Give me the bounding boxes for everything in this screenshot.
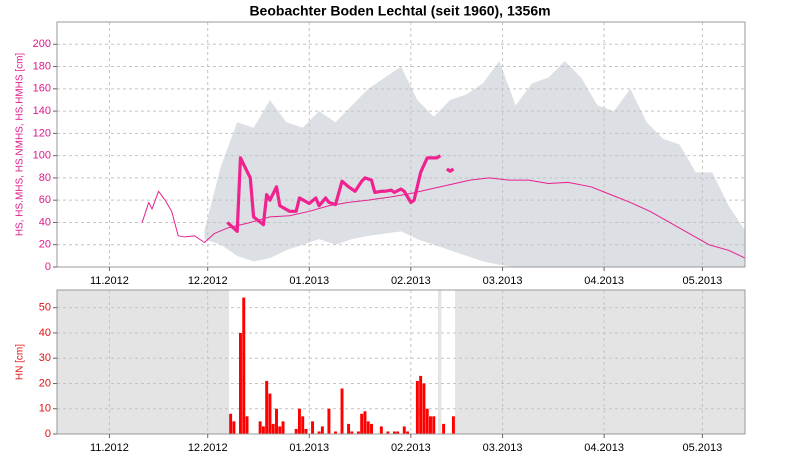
bar bbox=[356, 431, 360, 434]
bar bbox=[301, 416, 305, 434]
bar bbox=[396, 431, 400, 434]
x-tick-label: 05.2013 bbox=[683, 442, 723, 454]
plot-frame bbox=[56, 289, 746, 435]
bar bbox=[402, 426, 406, 434]
bar bbox=[232, 421, 236, 434]
y-tick-label: 200 bbox=[33, 38, 51, 50]
y-tick-label: 0 bbox=[45, 261, 51, 273]
chart-title: Beobachter Boden Lechtal (seit 1960), 13… bbox=[249, 3, 550, 19]
series-line bbox=[226, 154, 455, 233]
y-tick-label: 60 bbox=[39, 194, 51, 206]
bar bbox=[451, 416, 455, 434]
bar bbox=[320, 426, 324, 434]
plot-frame bbox=[56, 21, 746, 268]
x-tick-label: 02.2013 bbox=[391, 275, 431, 287]
bar bbox=[406, 431, 410, 434]
y-tick-label: 0 bbox=[45, 428, 51, 440]
bar bbox=[242, 297, 246, 434]
bar bbox=[386, 431, 390, 434]
y-tick-label: 120 bbox=[33, 127, 51, 139]
x-tick-label: 01.2013 bbox=[289, 275, 329, 287]
x-tick-label: 04.2013 bbox=[584, 442, 624, 454]
x-tick-label: 12.2012 bbox=[188, 442, 228, 454]
x-tick-label: 05.2013 bbox=[683, 275, 723, 287]
y-tick-label: 20 bbox=[39, 239, 51, 251]
x-tick-label: 03.2013 bbox=[483, 275, 523, 287]
y-axis-label: HS, HS.MHS, HS.NMHS, HS.HMHS [cm] bbox=[15, 53, 26, 237]
bar bbox=[370, 423, 373, 434]
bar bbox=[422, 383, 426, 434]
x-tick-label: 03.2013 bbox=[483, 442, 523, 454]
x-tick-label: 12.2012 bbox=[188, 275, 228, 287]
y-tick-label: 100 bbox=[33, 150, 51, 162]
no-data-region bbox=[57, 290, 229, 434]
bar bbox=[317, 431, 321, 434]
bar bbox=[268, 393, 272, 434]
bar bbox=[261, 426, 265, 434]
y-tick-label: 160 bbox=[33, 83, 51, 95]
bar bbox=[265, 380, 269, 434]
bar bbox=[271, 423, 275, 434]
y-tick-label: 10 bbox=[39, 403, 51, 415]
bar bbox=[350, 431, 354, 434]
bar bbox=[327, 408, 331, 434]
bar bbox=[432, 416, 436, 434]
y-axis-label: HN [cm] bbox=[15, 344, 26, 380]
no-data-region bbox=[455, 290, 745, 434]
y-tick-label: 20 bbox=[39, 377, 51, 389]
bar bbox=[392, 431, 396, 434]
bar bbox=[366, 421, 370, 434]
bar bbox=[238, 332, 242, 434]
bar bbox=[311, 421, 315, 434]
bar bbox=[245, 416, 249, 434]
bar bbox=[379, 426, 383, 434]
y-tick-label: 50 bbox=[39, 302, 51, 314]
x-tick-label: 11.2012 bbox=[90, 275, 129, 287]
bar bbox=[425, 408, 429, 434]
bar bbox=[281, 421, 285, 434]
x-tick-label: 04.2013 bbox=[584, 275, 624, 287]
bar bbox=[442, 423, 446, 434]
bar bbox=[415, 380, 419, 434]
y-tick-label: 140 bbox=[33, 105, 51, 117]
bar bbox=[258, 421, 262, 434]
bar bbox=[360, 413, 364, 434]
bar bbox=[278, 426, 282, 434]
x-tick-label: 01.2013 bbox=[289, 442, 329, 454]
y-tick-label: 180 bbox=[33, 60, 51, 72]
bar bbox=[340, 388, 344, 434]
series-line bbox=[141, 177, 746, 259]
bar bbox=[419, 375, 423, 434]
bar bbox=[304, 428, 308, 434]
bar bbox=[429, 416, 432, 434]
bar bbox=[347, 423, 351, 434]
y-tick-label: 30 bbox=[39, 352, 51, 364]
y-tick-label: 40 bbox=[39, 216, 51, 228]
min-max-band bbox=[204, 60, 745, 268]
bar bbox=[334, 431, 337, 434]
bar bbox=[294, 428, 298, 434]
bar bbox=[363, 411, 367, 434]
y-tick-label: 40 bbox=[39, 327, 51, 339]
x-tick-label: 02.2013 bbox=[391, 442, 431, 454]
bar bbox=[297, 408, 301, 434]
no-data-region bbox=[438, 290, 442, 434]
x-tick-label: 11.2012 bbox=[90, 442, 129, 454]
y-tick-label: 80 bbox=[39, 172, 51, 184]
bar bbox=[229, 413, 233, 434]
bar bbox=[275, 408, 278, 434]
